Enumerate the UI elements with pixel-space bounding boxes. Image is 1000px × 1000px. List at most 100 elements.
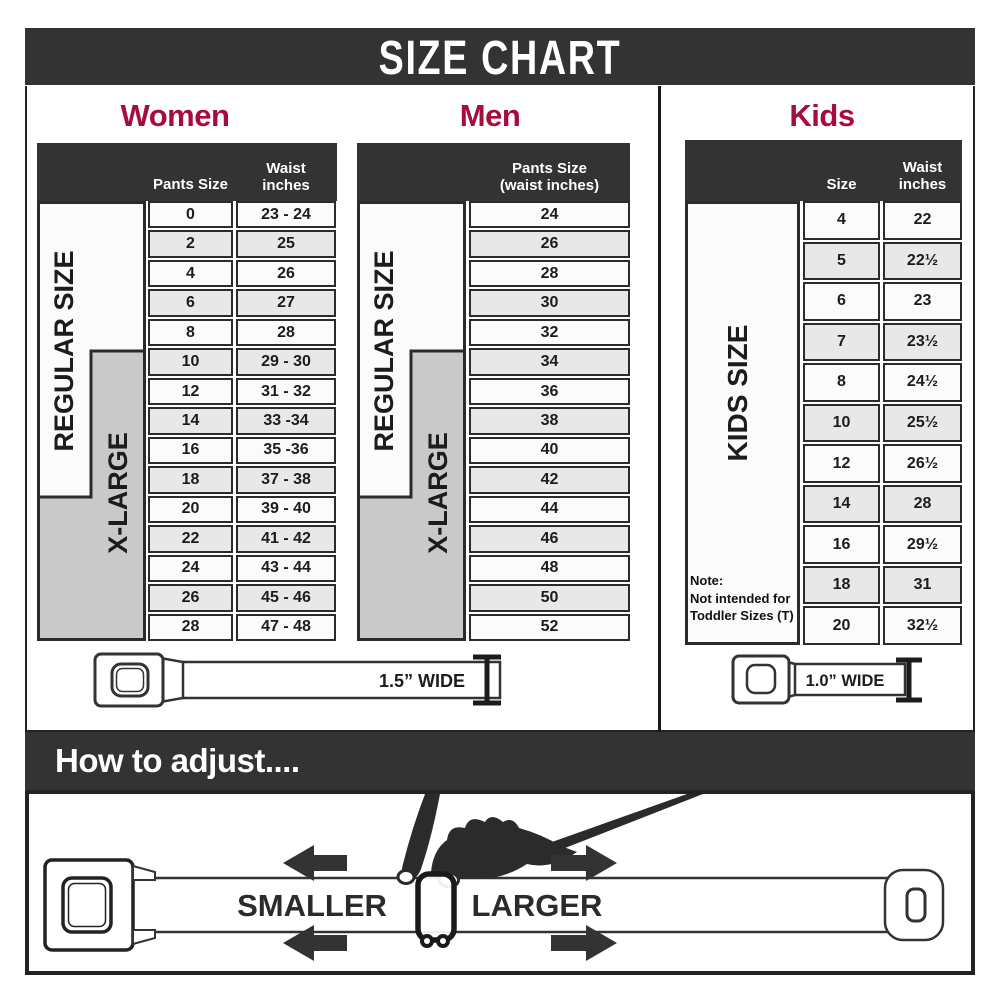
men-size-cell: 40 (469, 436, 630, 465)
panel-divider (658, 86, 661, 732)
women-col2-header-line1: Waist (266, 159, 306, 177)
adjuster-loop-left (420, 934, 434, 948)
women-size-cell: 4 (148, 259, 233, 288)
women-size-cell: 24 (148, 554, 233, 583)
kids-belt-graphic: 1.0” WIDE (731, 654, 922, 705)
women-heading: Women (120, 98, 230, 133)
kids-waist-cell: 22½ (883, 241, 962, 281)
kids-size-column: 4 5 6 7 8 10 12 14 16 18 20 (803, 201, 880, 646)
kids-size-cell: 18 (803, 565, 880, 605)
adjustment-illustration: SMALLER LARGER (43, 794, 945, 961)
women-waist-cell: 47 - 48 (236, 613, 336, 642)
adult-belt-buckle-inner2 (115, 667, 145, 693)
men-col-header-line1: Pants Size (511, 159, 588, 177)
adjust-belt-buckle-inner2 (67, 882, 107, 928)
women-regular-region (37, 201, 146, 499)
women-size-cell: 8 (148, 318, 233, 347)
women-waist-cell: 43 - 44 (236, 554, 336, 583)
women-size-cell: 0 (148, 201, 233, 229)
kids-waist-cell: 23 (883, 282, 962, 321)
kids-col1-header: Size (826, 175, 857, 193)
women-waist-cell: 31 - 32 (236, 377, 336, 406)
women-table-header: Pants Size Waist inches (37, 143, 337, 201)
kids-waist-cell: 28 (883, 484, 962, 524)
men-size-cell: 42 (469, 466, 630, 494)
title-banner: SIZE CHART (25, 28, 975, 85)
men-size-cell: 38 (469, 407, 630, 435)
women-size-cell: 12 (148, 377, 233, 406)
men-size-cell: 26 (469, 230, 630, 258)
kids-col2-header-line2: inches (898, 175, 947, 193)
adult-belt-graphic: 1.5” WIDE (93, 652, 502, 708)
kids-note-line3: Toddler Sizes (T) (690, 608, 794, 624)
fingertip-graphic (396, 869, 416, 885)
women-waist-cell: 33 -34 (236, 407, 336, 435)
women-waist-cell: 41 - 42 (236, 525, 336, 553)
women-size-cell: 28 (148, 613, 233, 642)
men-size-cell: 34 (469, 348, 630, 376)
kids-waist-cell: 24½ (883, 363, 962, 402)
hand-finger-graphic (401, 794, 440, 882)
women-waist-cell: 37 - 38 (236, 466, 336, 494)
men-size-cell: 48 (469, 554, 630, 583)
kids-size-side-label: KIDS SIZE (722, 325, 753, 462)
women-waist-column: 23 - 24 25 26 27 28 29 - 30 31 - 32 33 -34 35 -3… (236, 201, 336, 642)
women-waist-cell: 45 - 46 (236, 584, 336, 612)
women-waist-cell: 28 (236, 318, 336, 347)
kids-size-cell: 7 (803, 322, 880, 362)
men-size-cell: 28 (469, 259, 630, 288)
kids-size-cell: 8 (803, 363, 880, 402)
women-size-category-graphic: REGULAR SIZE X-LARGE (37, 201, 146, 641)
men-size-cell: 44 (469, 495, 630, 524)
women-col1-header: Pants Size (152, 175, 229, 193)
adult-belt-width-marker-icon (473, 654, 501, 706)
women-waist-cell: 35 -36 (236, 436, 336, 465)
kids-waist-column: 22 22½ 23 23½ 24½ 25½ 26½ 28 29½ 31 32½ (883, 201, 962, 646)
men-size-cell: 32 (469, 318, 630, 347)
women-col2-header-line2: inches (262, 176, 310, 194)
adult-belt-buckle-inner (110, 662, 150, 698)
women-waist-cell: 23 - 24 (236, 201, 336, 229)
kids-size-cell: 20 (803, 606, 880, 646)
belt-adjuster-slider (415, 871, 457, 943)
women-size-cell: 18 (148, 466, 233, 494)
women-waist-cell: 29 - 30 (236, 348, 336, 376)
kids-heading: Kids (789, 98, 855, 133)
larger-arrow-bottom-icon (551, 925, 617, 961)
adult-belt-width-label: 1.5” WIDE (379, 671, 465, 691)
kids-waist-cell: 31 (883, 565, 962, 605)
women-waist-cell: 39 - 40 (236, 495, 336, 524)
adjust-buckle-tab-bottom (132, 929, 156, 946)
kids-size-cell: 4 (803, 201, 880, 240)
kids-size-cell: 12 (803, 444, 880, 483)
smaller-arrow-top-icon (283, 845, 347, 881)
kids-note: Note: Not intended for Toddler Sizes (T) (690, 572, 796, 625)
women-waist-cell: 25 (236, 230, 336, 258)
women-size-cell: 22 (148, 525, 233, 553)
women-waist-cell: 26 (236, 259, 336, 288)
men-regular-region (357, 201, 466, 499)
kids-note-line2: Not intended for (690, 590, 791, 606)
hand-graphic (431, 817, 577, 879)
men-size-cell: 24 (469, 201, 630, 229)
adjust-buckle-tab-top (132, 864, 156, 881)
howto-heading: How to adjust.... (55, 742, 300, 779)
men-size-cell: 30 (469, 289, 630, 317)
adjust-belt-strap (115, 876, 899, 934)
kids-belt-strap (781, 662, 907, 697)
kids-size-cell: 5 (803, 241, 880, 281)
kids-note-line1: Note: (690, 573, 724, 588)
kids-size-label-graphic: KIDS SIZE (722, 325, 753, 462)
men-size-cell: 52 (469, 613, 630, 642)
men-table-header: Pants Size (waist inches) (357, 143, 630, 201)
kids-waist-cell: 22 (883, 201, 962, 240)
kids-col2-header-line1: Waist (902, 158, 943, 176)
kids-waist-cell: 26½ (883, 444, 962, 483)
adjuster-loop-right (436, 934, 450, 948)
men-xlarge-label: X-LARGE (423, 432, 453, 554)
women-size-cell: 26 (148, 584, 233, 612)
women-size-cell: 16 (148, 436, 233, 465)
kids-table-header: Size Waist inches (685, 140, 962, 201)
smaller-label: SMALLER (237, 888, 387, 923)
men-size-cell: 36 (469, 377, 630, 406)
